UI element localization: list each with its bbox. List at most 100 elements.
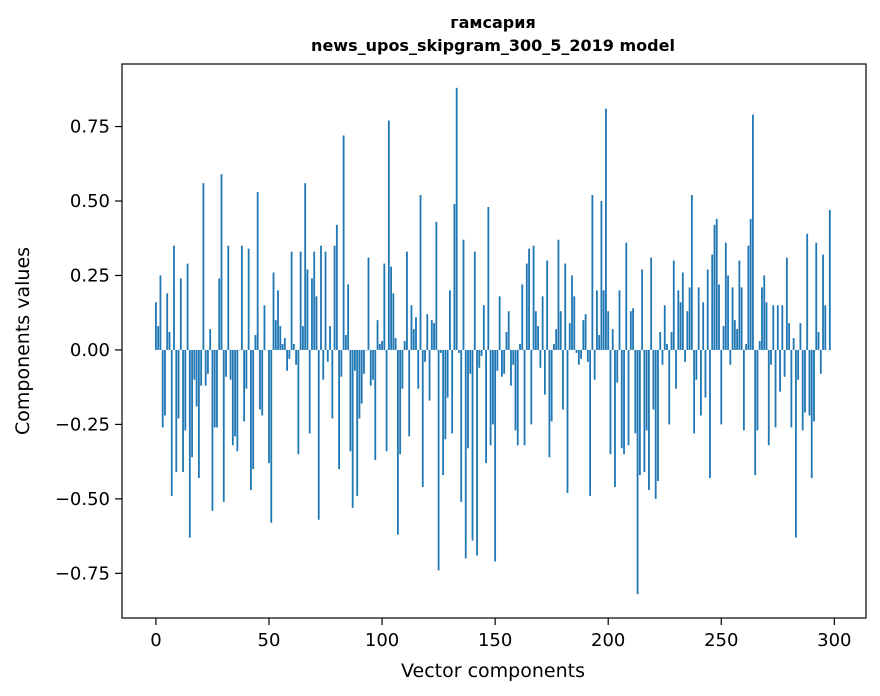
- bar: [433, 323, 435, 350]
- bar: [496, 349, 499, 371]
- x-tick-label: 150: [478, 630, 512, 651]
- bar: [645, 349, 648, 431]
- bar: [523, 349, 526, 446]
- bar: [681, 272, 684, 350]
- bar: [426, 314, 429, 350]
- bar: [677, 290, 680, 350]
- bar: [367, 257, 370, 350]
- bar: [543, 349, 546, 395]
- bar: [627, 349, 630, 446]
- bar: [421, 349, 424, 487]
- bar: [428, 349, 431, 401]
- bar: [697, 287, 700, 350]
- bar: [605, 108, 607, 350]
- bar: [577, 349, 580, 365]
- bar: [607, 311, 610, 350]
- bar: [532, 245, 535, 350]
- bar: [200, 349, 203, 386]
- bar: [761, 287, 763, 350]
- x-axis-label: Vector components: [401, 660, 585, 682]
- bar: [713, 224, 716, 350]
- bar: [193, 349, 196, 380]
- bar: [790, 349, 793, 428]
- y-axis: −0.75 −0.50 −0.25 0.00 0.25 0.50 0.75: [55, 117, 122, 584]
- bar: [731, 287, 734, 350]
- bar: [740, 287, 743, 350]
- bar: [274, 320, 277, 350]
- bar: [297, 349, 300, 455]
- bar: [571, 275, 573, 350]
- y-tick-label: 0.75: [70, 117, 110, 138]
- bar: [304, 183, 307, 350]
- chart-subtitle: news_upos_skipgram_300_5_2019 model: [311, 36, 675, 55]
- bar: [815, 242, 818, 350]
- bar: [259, 349, 261, 410]
- bar: [693, 349, 696, 434]
- bar: [616, 349, 619, 383]
- y-tick-label: 0.00: [70, 340, 110, 361]
- bar: [813, 349, 815, 422]
- bar: [711, 254, 714, 350]
- bar: [774, 349, 777, 428]
- bar: [767, 349, 770, 446]
- bar: [525, 263, 528, 350]
- bar: [245, 349, 248, 389]
- bar: [458, 349, 460, 353]
- bar: [482, 305, 485, 350]
- bar: [392, 293, 395, 350]
- bar: [772, 305, 775, 350]
- bar: [197, 349, 200, 479]
- bar: [688, 287, 691, 350]
- bar: [695, 349, 698, 380]
- bar: [781, 305, 784, 350]
- bar: [460, 349, 463, 502]
- bar: [724, 242, 727, 350]
- bar: [444, 349, 447, 440]
- bar: [779, 349, 781, 392]
- bar: [611, 329, 614, 350]
- bar: [783, 349, 786, 377]
- bar: [521, 284, 524, 350]
- bar: [381, 341, 383, 350]
- bar: [754, 349, 757, 476]
- bar: [408, 349, 411, 437]
- bar: [261, 349, 264, 416]
- bar: [661, 349, 664, 365]
- bar: [770, 349, 772, 365]
- bar: [559, 311, 562, 350]
- bar: [568, 323, 571, 350]
- bar: [638, 349, 641, 476]
- bar: [222, 349, 225, 502]
- bar: [808, 349, 811, 416]
- bar: [745, 343, 748, 350]
- bar: [553, 343, 555, 350]
- bar: [322, 349, 325, 380]
- bar: [564, 263, 567, 350]
- bar: [799, 323, 802, 350]
- bar: [817, 332, 820, 350]
- bar: [464, 349, 467, 559]
- bar: [387, 120, 390, 350]
- bar: [243, 349, 246, 422]
- bar: [356, 349, 359, 496]
- bar: [166, 293, 169, 350]
- bar: [507, 311, 510, 350]
- bar: [634, 349, 637, 434]
- bar: [369, 349, 372, 386]
- bar: [277, 290, 279, 350]
- bar: [636, 349, 639, 595]
- bar: [286, 349, 288, 371]
- bar: [679, 302, 682, 350]
- bar: [191, 349, 194, 458]
- bar: [451, 349, 454, 434]
- bar: [372, 349, 374, 380]
- bar: [442, 349, 445, 476]
- bar: [283, 338, 286, 350]
- bar: [476, 349, 478, 556]
- y-tick-label: 0.50: [70, 191, 110, 212]
- bar: [437, 349, 440, 571]
- bar: [272, 272, 275, 350]
- bar: [159, 275, 162, 350]
- chart-title: гамсария: [450, 13, 535, 32]
- bar: [557, 239, 560, 350]
